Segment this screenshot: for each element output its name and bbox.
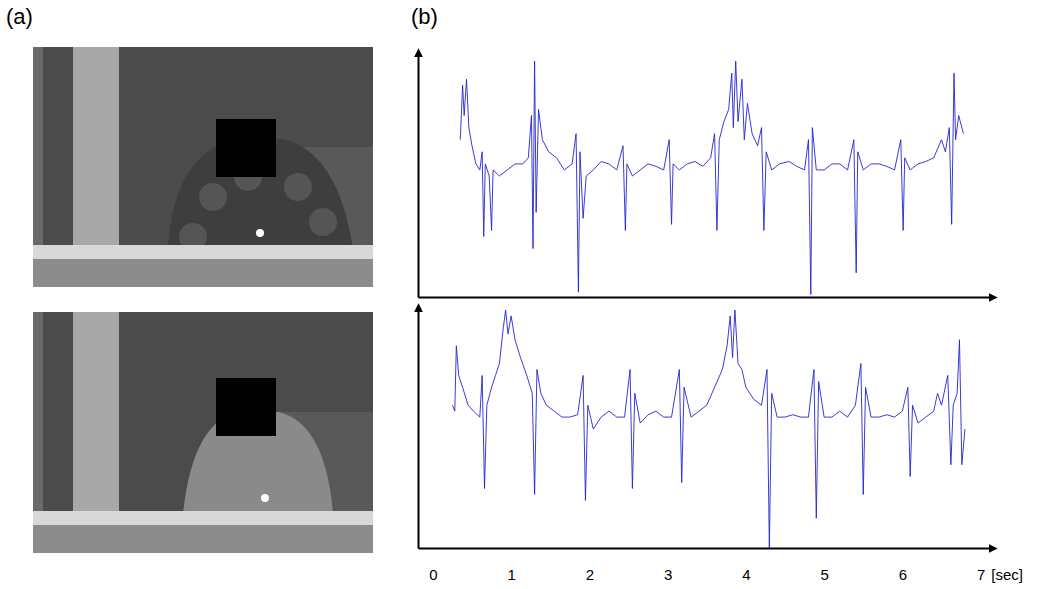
y-axis-line: [418, 56, 420, 298]
x-tick: 1: [507, 548, 515, 583]
x-tick-label: 2: [586, 566, 594, 583]
photo: [33, 312, 373, 553]
wall: [33, 525, 373, 553]
plot-area: [460, 61, 963, 295]
x-axis-title: [sec]: [991, 566, 1023, 583]
shirt-pattern: [309, 208, 337, 236]
x-axis: [419, 297, 991, 298]
target-spot: [261, 494, 269, 502]
photo: [33, 47, 373, 287]
wall: [33, 259, 373, 287]
x-tick: 6: [899, 548, 907, 583]
photo-background: [33, 312, 373, 553]
x-tick: 5: [820, 548, 828, 583]
panel-label: (b): [411, 4, 438, 29]
face-mask: [216, 378, 276, 436]
x-tick-label: 7: [977, 566, 985, 583]
x-tick-label: 1: [507, 566, 515, 583]
x-axis-line: [419, 548, 991, 550]
y-axis: [418, 311, 419, 549]
x-tick-label: 6: [899, 566, 907, 583]
x-tick: 7: [977, 548, 985, 583]
x-tick-label: 3: [664, 566, 672, 583]
x-tick: 4: [742, 548, 750, 583]
shirt-pattern: [284, 173, 312, 201]
x-tick-label: 4: [742, 566, 750, 583]
face-mask: [216, 119, 276, 177]
signal-line: [452, 310, 965, 548]
plot-area: [452, 310, 965, 548]
signal-line: [460, 61, 963, 295]
x-tick: 0: [429, 548, 437, 583]
x-axis: 0 1 2 3 4 5 6 7: [419, 548, 991, 583]
panel-label: (a): [6, 4, 33, 29]
y-axis-line: [418, 311, 420, 549]
shirt-pattern: [199, 183, 227, 211]
target-spot: [256, 229, 264, 237]
photo-background: [33, 47, 373, 287]
x-tick-label: 0: [429, 566, 437, 583]
x-axis-line: [419, 297, 991, 299]
x-tick-label: 5: [820, 566, 828, 583]
figure: (a) (b) 0 1 2 3 4 5 6 7 [sec]: [0, 0, 1048, 589]
window-sill: [33, 511, 373, 525]
window-sill: [33, 245, 373, 259]
x-tick: 3: [664, 548, 672, 583]
y-axis: [418, 56, 419, 298]
x-tick: 2: [586, 548, 594, 583]
